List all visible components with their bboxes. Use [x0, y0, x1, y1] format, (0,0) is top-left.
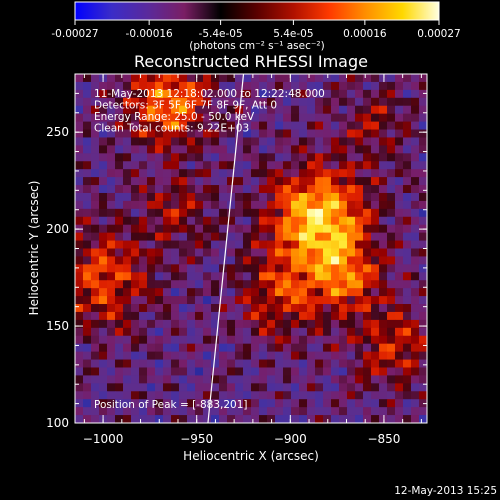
annotation-line: Energy Range: 25.0 - 50.0 keV	[94, 111, 255, 123]
y-axis: 100 150 200 250	[46, 73, 427, 430]
y-tick-label: 200	[46, 222, 69, 236]
colorbar-ticks: -0.00027 -0.00016 -5.4e-05 5.4e-05 0.00016 0.…	[51, 20, 461, 40]
x-tick-label: −900	[274, 432, 307, 446]
x-tick-label: −850	[367, 432, 400, 446]
y-tick-label: 100	[46, 416, 69, 430]
colorbar-tick-label: 5.4e-05	[273, 28, 313, 40]
colorbar-tick-label: -5.4e-05	[199, 28, 243, 40]
colorbar-units-label: (photons cm⁻² s⁻¹ asec⁻²)	[189, 40, 324, 52]
peak-position-label: Position of Peak = [-883,201]	[94, 399, 248, 411]
x-tick-label: −950	[180, 432, 213, 446]
y-tick-label: 150	[46, 319, 69, 333]
annotation-line: 11-May-2013 12:18:02.000 to 12:22:48.000	[94, 88, 325, 100]
heatmap-image	[75, 74, 427, 423]
y-axis-label: Heliocentric Y (arcsec)	[27, 181, 41, 316]
annotation-line: Detectors: 3F 5F 6F 7F 8F 9F, Att 0	[94, 100, 277, 112]
colorbar-tick-label: 0.00027	[417, 28, 460, 40]
image-annotations: 11-May-2013 12:18:02.000 to 12:22:48.000…	[94, 88, 325, 135]
colorbar-tick-label: -0.00016	[126, 28, 174, 40]
x-tick-label: −1000	[83, 432, 124, 446]
solar-limb-line	[207, 74, 245, 423]
colorbar	[74, 1, 440, 21]
colorbar-tick-label: -0.00027	[51, 28, 98, 40]
x-axis-label: Heliocentric X (arcsec)	[183, 449, 319, 463]
chart-title: Reconstructed RHESSI Image	[134, 52, 368, 71]
y-tick-label: 250	[46, 125, 69, 139]
timestamp: 12-May-2013 15:25	[394, 485, 497, 497]
colorbar-tick-label: 0.00016	[343, 28, 387, 40]
annotation-line: Clean Total counts: 9.22E+03	[94, 123, 249, 135]
x-axis: −1000 −950 −900 −850	[83, 74, 422, 446]
